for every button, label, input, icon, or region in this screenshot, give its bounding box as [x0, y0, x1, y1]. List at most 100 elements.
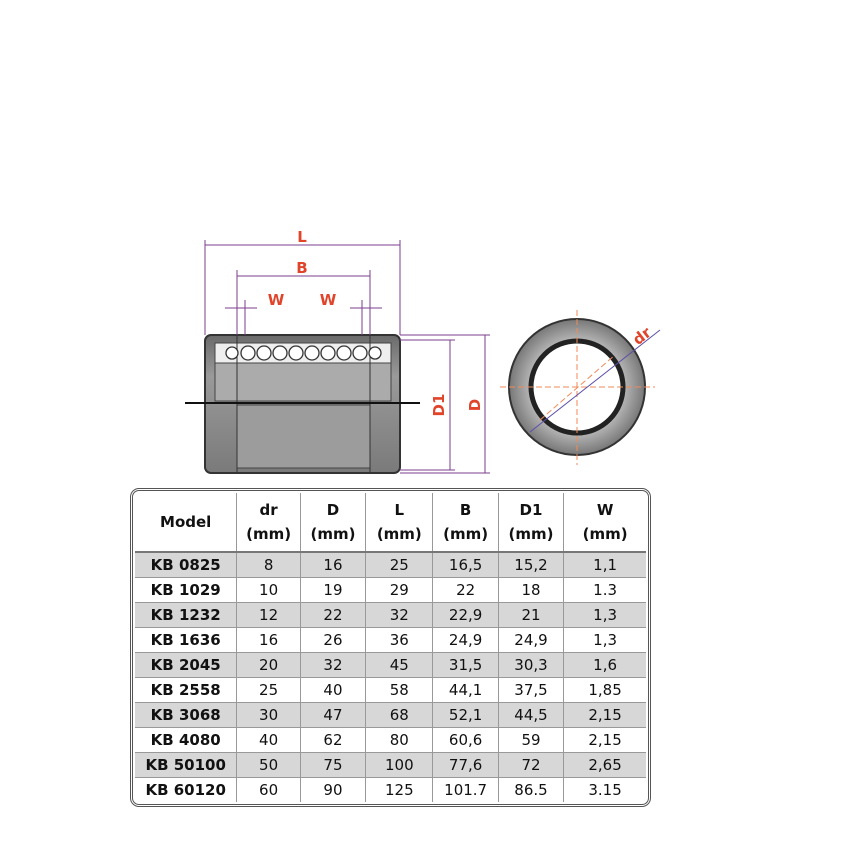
- model-cell: KB 60120: [135, 777, 238, 802]
- technical-drawing: L B W W D1 D dr: [185, 228, 661, 474]
- dimension-lines: [204, 240, 490, 474]
- value-cell: 15,2: [497, 551, 565, 578]
- model-cell: KB 2045: [135, 652, 238, 678]
- table-row: KB 0825 8 16 25 16,5 15,2 1,1: [135, 551, 646, 578]
- value-cell: 16: [236, 627, 301, 653]
- value-cell: 59: [497, 727, 565, 753]
- table-row: KB 50100 50 75 100 77,6 72 2,65: [135, 752, 646, 778]
- table-row: KB 2045 20 32 45 31,5 30,3 1,6: [135, 652, 646, 678]
- header-name: B: [459, 501, 472, 519]
- value-cell: 36: [365, 627, 434, 653]
- value-cell: 90: [299, 777, 367, 802]
- value-cell: 26: [299, 627, 367, 653]
- value-cell: 62: [299, 727, 367, 753]
- value-cell: 21: [497, 602, 565, 628]
- value-cell: 1,3: [563, 602, 646, 628]
- column-header: Model: [135, 493, 238, 553]
- dim-label: D: [466, 399, 484, 411]
- value-cell: 20: [236, 652, 301, 678]
- value-cell: 12: [236, 602, 301, 628]
- value-cell: 75: [299, 752, 367, 778]
- value-cell: 68: [365, 702, 434, 728]
- value-cell: 60: [236, 777, 301, 802]
- header-name: Model: [160, 513, 212, 531]
- value-cell: 50: [236, 752, 301, 778]
- value-cell: 2,65: [563, 752, 646, 778]
- end-view: [500, 310, 661, 465]
- value-cell: 24,9: [497, 627, 565, 653]
- value-cell: 18: [497, 577, 565, 603]
- value-cell: 86.5: [497, 777, 565, 802]
- spec-table: Model dr (mm) D (mm) L (mm) B (mm) D1 (mm) W (mm) KB…: [135, 493, 646, 802]
- side-view: [185, 334, 420, 474]
- model-cell: KB 50100: [135, 752, 238, 778]
- value-cell: 25: [365, 551, 434, 578]
- value-cell: 101.7: [432, 777, 499, 802]
- value-cell: 19: [299, 577, 367, 603]
- header-name: W: [596, 501, 614, 519]
- table-header: Model dr (mm) D (mm) L (mm) B (mm) D1 (mm) W (mm): [135, 493, 646, 553]
- value-cell: 2,15: [563, 702, 646, 728]
- table-row: KB 2558 25 40 58 44,1 37,5 1,85: [135, 677, 646, 703]
- value-cell: 24,9: [432, 627, 499, 653]
- model-cell: KB 3068: [135, 702, 238, 728]
- value-cell: 60,6: [432, 727, 499, 753]
- dim-label: W: [320, 291, 337, 309]
- model-cell: KB 1232: [135, 602, 238, 628]
- column-header: B (mm): [432, 493, 499, 553]
- table-row: KB 60120 60 90 125 101.7 86.5 3.15: [135, 777, 646, 802]
- table-row: KB 4080 40 62 80 60,6 59 2,15: [135, 727, 646, 753]
- model-cell: KB 2558: [135, 677, 238, 703]
- header-unit: (mm): [582, 525, 628, 543]
- value-cell: 32: [299, 652, 367, 678]
- value-cell: 44,5: [497, 702, 565, 728]
- value-cell: 31,5: [432, 652, 499, 678]
- model-cell: KB 4080: [135, 727, 238, 753]
- model-cell: KB 1636: [135, 627, 238, 653]
- value-cell: 100: [365, 752, 434, 778]
- value-cell: 16,5: [432, 551, 499, 578]
- value-cell: 2,15: [563, 727, 646, 753]
- value-cell: 72: [497, 752, 565, 778]
- value-cell: 10: [236, 577, 301, 603]
- value-cell: 3.15: [563, 777, 646, 802]
- value-cell: 16: [299, 551, 367, 578]
- model-cell: KB 0825: [135, 551, 238, 578]
- table-body: KB 0825 8 16 25 16,5 15,2 1,1 KB 1029 10 19 29 22 18…: [135, 551, 646, 802]
- column-header: W (mm): [563, 493, 646, 553]
- header-name: D1: [519, 501, 543, 519]
- header-name: dr: [259, 501, 278, 519]
- value-cell: 47: [299, 702, 367, 728]
- header-unit: (mm): [246, 525, 292, 543]
- header-unit: (mm): [310, 525, 356, 543]
- header-unit: (mm): [508, 525, 554, 543]
- value-cell: 125: [365, 777, 434, 802]
- value-cell: 1.3: [563, 577, 646, 603]
- value-cell: 40: [236, 727, 301, 753]
- value-cell: 77,6: [432, 752, 499, 778]
- table-row: KB 1029 10 19 29 22 18 1.3: [135, 577, 646, 603]
- value-cell: 25: [236, 677, 301, 703]
- dim-label: W: [268, 291, 285, 309]
- value-cell: 32: [365, 602, 434, 628]
- value-cell: 44,1: [432, 677, 499, 703]
- dim-label: dr: [629, 323, 655, 349]
- value-cell: 45: [365, 652, 434, 678]
- value-cell: 1,1: [563, 551, 646, 578]
- column-header: D (mm): [299, 493, 367, 553]
- header-unit: (mm): [443, 525, 489, 543]
- value-cell: 58: [365, 677, 434, 703]
- spec-table-frame: Model dr (mm) D (mm) L (mm) B (mm) D1 (mm) W (mm) KB…: [130, 488, 651, 807]
- table-row: KB 1232 12 22 32 22,9 21 1,3: [135, 602, 646, 628]
- value-cell: 30: [236, 702, 301, 728]
- value-cell: 37,5: [497, 677, 565, 703]
- table-row: KB 3068 30 47 68 52,1 44,5 2,15: [135, 702, 646, 728]
- value-cell: 30,3: [497, 652, 565, 678]
- value-cell: 80: [365, 727, 434, 753]
- value-cell: 1,6: [563, 652, 646, 678]
- dim-label: B: [296, 259, 307, 277]
- value-cell: 29: [365, 577, 434, 603]
- value-cell: 22: [299, 602, 367, 628]
- column-header: D1 (mm): [497, 493, 565, 553]
